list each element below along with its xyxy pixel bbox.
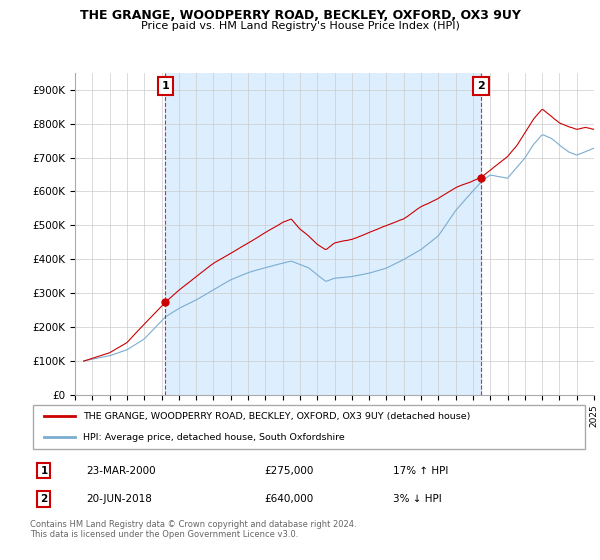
Text: 20-JUN-2018: 20-JUN-2018 — [86, 494, 152, 504]
Text: 3% ↓ HPI: 3% ↓ HPI — [392, 494, 442, 504]
Text: 2: 2 — [40, 494, 47, 504]
Text: 23-MAR-2000: 23-MAR-2000 — [86, 465, 155, 475]
Text: HPI: Average price, detached house, South Oxfordshire: HPI: Average price, detached house, Sout… — [83, 433, 345, 442]
Text: Price paid vs. HM Land Registry's House Price Index (HPI): Price paid vs. HM Land Registry's House … — [140, 21, 460, 31]
Text: 17% ↑ HPI: 17% ↑ HPI — [392, 465, 448, 475]
Bar — [166, 73, 481, 395]
Text: 2: 2 — [477, 81, 485, 91]
Text: THE GRANGE, WOODPERRY ROAD, BECKLEY, OXFORD, OX3 9UY: THE GRANGE, WOODPERRY ROAD, BECKLEY, OXF… — [80, 9, 520, 22]
FancyBboxPatch shape — [33, 405, 585, 449]
Text: THE GRANGE, WOODPERRY ROAD, BECKLEY, OXFORD, OX3 9UY (detached house): THE GRANGE, WOODPERRY ROAD, BECKLEY, OXF… — [83, 412, 470, 421]
Text: Contains HM Land Registry data © Crown copyright and database right 2024.
This d: Contains HM Land Registry data © Crown c… — [30, 520, 356, 539]
Text: 1: 1 — [161, 81, 169, 91]
Text: 1: 1 — [40, 465, 47, 475]
Text: £275,000: £275,000 — [265, 465, 314, 475]
Text: £640,000: £640,000 — [265, 494, 314, 504]
